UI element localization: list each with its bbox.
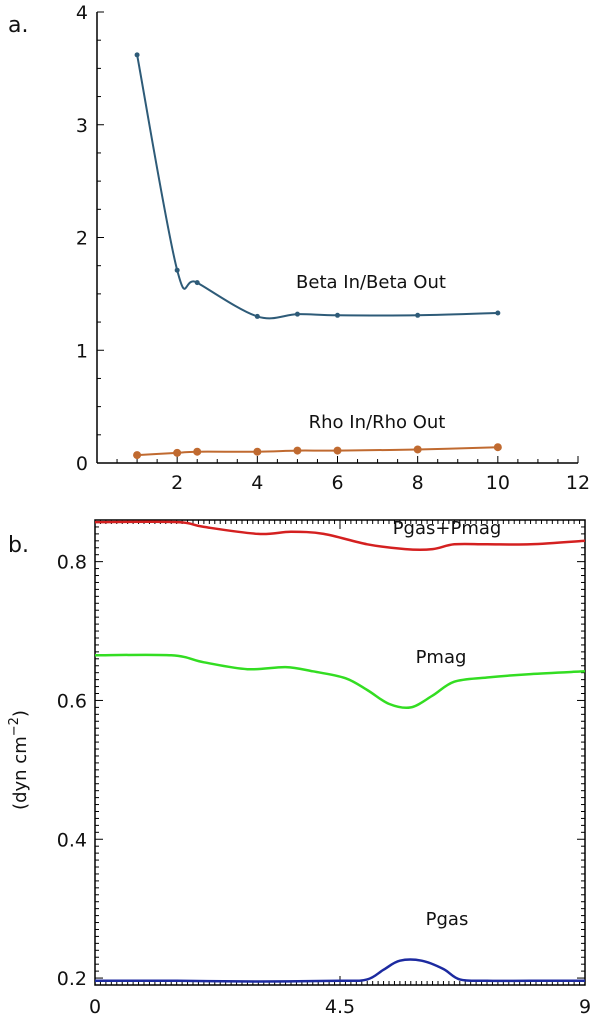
panel-b-y-tick-label: 0.4 <box>57 829 87 851</box>
panel-a-label: a. <box>8 13 28 38</box>
beta-data-point <box>194 280 200 286</box>
beta-data-point <box>134 52 140 58</box>
beta-data-point <box>254 313 260 319</box>
rho-data-point <box>133 451 142 460</box>
panel-a-x-tick-label: 12 <box>566 472 590 494</box>
panel-a-x-tick-label: 10 <box>486 472 510 494</box>
rho-data-point <box>253 447 262 456</box>
beta-data-point <box>495 310 501 316</box>
panel-a-x-tick-label: 8 <box>412 472 424 494</box>
beta-data-point <box>415 312 421 318</box>
panel-a-y-tick-label: 2 <box>76 228 88 250</box>
panel-a-y-tick-label: 4 <box>76 2 88 24</box>
rho-data-point <box>173 448 182 457</box>
panel-b-x-tick-label: 9 <box>579 996 591 1018</box>
panel-b-chart: 0.2 0.4 0.6 0.8 0 4.5 9 <box>57 519 591 1018</box>
panel-a-y-tick-label: 1 <box>76 340 88 362</box>
pgas-series-label: Pgas <box>426 909 469 930</box>
pgas-series-line <box>94 958 585 983</box>
rho-data-point <box>413 445 422 454</box>
rho-series-line <box>137 446 498 457</box>
panel-a-x-tick-label: 6 <box>331 472 343 494</box>
rho-series-label: Rho In/Rho Out <box>309 412 446 433</box>
beta-series-label: Beta In/Beta Out <box>296 272 446 293</box>
pmag-series-label: Pmag <box>416 647 467 668</box>
panel-a-y-tick-label: 0 <box>76 453 88 475</box>
panel-b-y-axis-label: (dyn cm−2) <box>7 710 31 810</box>
panel-b-x-tick-label: 0 <box>89 996 101 1018</box>
panel-b-y-tick-label: 0.8 <box>57 552 87 574</box>
panel-b-frame <box>94 519 586 986</box>
beta-data-point <box>174 267 180 273</box>
panel-b-x-tick-label: 4.5 <box>325 996 355 1018</box>
panel-b-y-tick-label: 0.2 <box>57 968 87 990</box>
beta-data-point <box>335 312 340 318</box>
rho-data-point <box>333 446 342 455</box>
panel-a-x-tick-label: 4 <box>251 472 263 494</box>
rho-data-point <box>493 443 502 452</box>
pgas-pmag-series-label: Pgas+Pmag <box>393 518 502 539</box>
panel-b-y-tick-label: 0.6 <box>57 690 87 712</box>
pmag-series-line <box>94 653 586 710</box>
beta-data-point <box>294 311 300 317</box>
pgas-pmag-series-line <box>94 520 586 552</box>
panel-a-y-tick-label: 3 <box>76 115 88 137</box>
panel-a-x-tick-label: 2 <box>171 472 183 494</box>
rho-data-point <box>193 447 202 456</box>
panel-b-label: b. <box>8 533 29 558</box>
rho-data-point <box>293 446 302 455</box>
